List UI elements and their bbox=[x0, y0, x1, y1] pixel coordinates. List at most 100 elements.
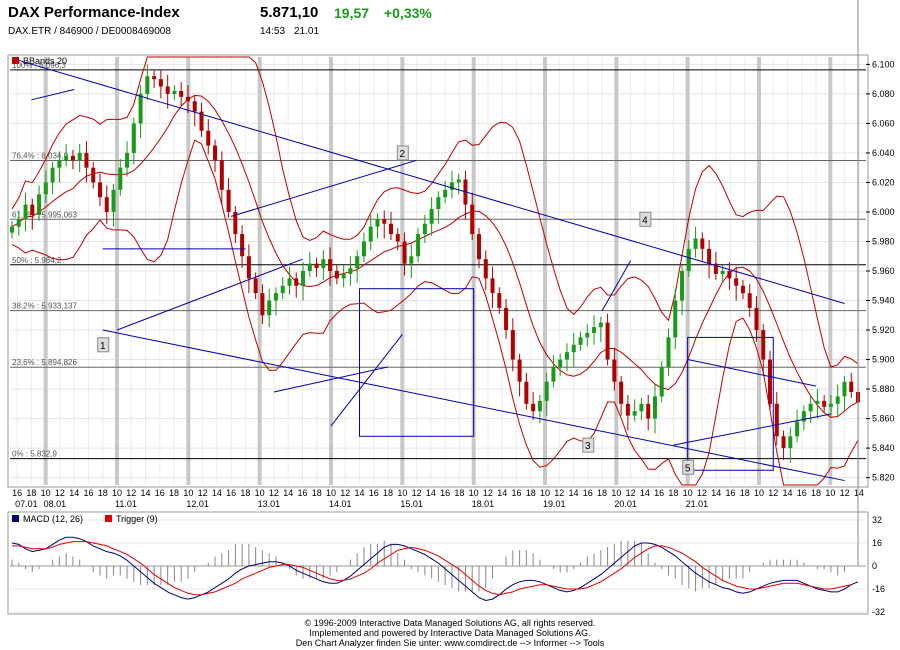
candle-down bbox=[158, 79, 163, 87]
candlesticks bbox=[10, 64, 860, 463]
hour-tick-label: 12 bbox=[697, 488, 707, 498]
candle-down bbox=[104, 197, 109, 212]
hour-tick-label: 16 bbox=[297, 488, 307, 498]
trigger-line bbox=[12, 541, 852, 596]
hour-tick-label: 14 bbox=[141, 488, 151, 498]
hour-tick-label: 18 bbox=[740, 488, 750, 498]
price-change-percent: +0,33% bbox=[384, 5, 432, 21]
dax-chart: 100% : 6.096,3 76,4% : 6.034,9 61,8% : 5.9… bbox=[7, 0, 895, 617]
candle-up bbox=[355, 256, 360, 269]
wave-marker-box bbox=[639, 211, 652, 227]
candle-down bbox=[524, 381, 529, 404]
fib-level-label: 61,8% : 5.995,063 bbox=[12, 210, 77, 219]
time-axis: 16 18 10 12 14 16 18 10 12 14 16 18 10 12 14 16 18 10 12 14… bbox=[12, 488, 864, 509]
hour-tick-label: 18 bbox=[98, 488, 108, 498]
candle-down bbox=[240, 234, 245, 257]
hour-tick-label: 16 bbox=[226, 488, 236, 498]
candle-down bbox=[605, 322, 610, 360]
candle-up bbox=[449, 182, 454, 190]
candle-down bbox=[517, 359, 522, 382]
candle-up bbox=[564, 352, 569, 360]
trendlines bbox=[16, 59, 845, 482]
candle-down bbox=[483, 259, 488, 279]
candle-down bbox=[612, 359, 617, 382]
candle-down bbox=[219, 160, 224, 190]
price-y-tick-label: 6.100 bbox=[872, 59, 895, 69]
bbands-legend-swatch bbox=[12, 57, 19, 64]
candle-down bbox=[260, 293, 265, 316]
candle-down bbox=[294, 278, 299, 286]
price-y-tick-label: 5.980 bbox=[872, 236, 895, 246]
hour-tick-label: 12 bbox=[554, 488, 564, 498]
candle-up bbox=[537, 400, 542, 412]
price-y-axis: 6.100 6.080 6.060 6.040 6.020 6.000 5.980 5.960… bbox=[866, 59, 895, 483]
hour-tick-label: 16 bbox=[440, 488, 450, 498]
hour-tick-label: 10 bbox=[683, 488, 693, 498]
hour-tick-label: 16 bbox=[511, 488, 521, 498]
candle-up bbox=[64, 155, 69, 161]
hour-tick-label: 14 bbox=[212, 488, 222, 498]
candle-down bbox=[314, 263, 319, 269]
price-y-tick-label: 5.960 bbox=[872, 266, 895, 276]
candle-down bbox=[625, 403, 630, 416]
hour-tick-label: 12 bbox=[483, 488, 493, 498]
candle-down bbox=[781, 436, 786, 449]
candle-up bbox=[422, 223, 427, 235]
candle-up bbox=[788, 436, 793, 449]
price-y-tick-label: 6.000 bbox=[872, 207, 895, 217]
hour-tick-label: 16 bbox=[369, 488, 379, 498]
price-y-tick-label: 5.900 bbox=[872, 355, 895, 365]
candle-up bbox=[456, 179, 461, 183]
candle-down bbox=[707, 248, 712, 264]
fib-level-label: 23,6% : 5.894,826 bbox=[12, 358, 77, 367]
trendline bbox=[16, 59, 845, 304]
trendline bbox=[273, 366, 389, 393]
instrument-identifiers: DAX.ETR / 846900 / DE0008469008 bbox=[8, 26, 171, 37]
hour-tick-label: 14 bbox=[497, 488, 507, 498]
hour-tick-label: 10 bbox=[754, 488, 764, 498]
hour-tick-label: 14 bbox=[283, 488, 293, 498]
wave-marker-box bbox=[682, 459, 695, 475]
price-y-tick-label: 6.060 bbox=[872, 118, 895, 128]
candle-up bbox=[416, 234, 421, 257]
candle-down bbox=[179, 90, 184, 97]
macd-lines bbox=[11, 536, 859, 602]
hour-tick-label: 12 bbox=[412, 488, 422, 498]
candle-down bbox=[328, 259, 333, 271]
candle-up bbox=[16, 219, 21, 227]
lower-band bbox=[11, 139, 859, 486]
candle-down bbox=[165, 86, 170, 94]
wave-marker-box bbox=[396, 145, 409, 161]
hour-tick-label: 16 bbox=[155, 488, 165, 498]
hour-tick-label: 12 bbox=[768, 488, 778, 498]
fib-level-label: 50% : 5.964,2 bbox=[12, 256, 62, 265]
candle-up bbox=[429, 209, 434, 224]
candle-down bbox=[646, 403, 651, 419]
candle-up bbox=[828, 403, 833, 407]
macd-legend: MACD (12, 26) Trigger (9) bbox=[12, 514, 158, 524]
fibonacci-levels: 100% : 6.096,3 76,4% : 6.034,9 61,8% : 5.9… bbox=[10, 61, 866, 460]
candle-down bbox=[747, 293, 752, 308]
candle-down bbox=[206, 130, 211, 146]
hour-tick-label: 16 bbox=[12, 488, 22, 498]
hour-tick-label: 18 bbox=[312, 488, 322, 498]
hour-tick-label: 16 bbox=[83, 488, 93, 498]
price-y-tick-label: 6.080 bbox=[872, 89, 895, 99]
chart-header: DAX Performance-Index 5.871,10 19,57 +0,… bbox=[8, 4, 892, 40]
trendline bbox=[673, 413, 831, 446]
candle-up bbox=[301, 271, 306, 286]
hour-tick-label: 18 bbox=[526, 488, 536, 498]
candle-up bbox=[578, 337, 583, 345]
wave-marker-label: 4 bbox=[642, 215, 648, 226]
candle-down bbox=[253, 278, 258, 294]
hour-tick-label: 10 bbox=[255, 488, 265, 498]
candle-up bbox=[37, 194, 42, 215]
candle-up bbox=[341, 273, 346, 279]
candle-down bbox=[504, 307, 509, 331]
candle-up bbox=[551, 366, 556, 382]
candle-up bbox=[693, 238, 698, 249]
candle-up bbox=[409, 256, 414, 264]
hour-tick-label: 18 bbox=[240, 488, 250, 498]
hour-tick-label: 18 bbox=[169, 488, 179, 498]
price-y-tick-label: 5.880 bbox=[872, 384, 895, 394]
